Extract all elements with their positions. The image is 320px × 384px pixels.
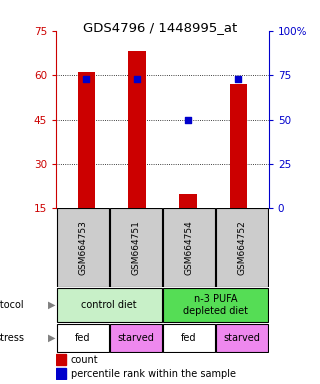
Bar <box>179 194 196 209</box>
Text: GDS4796 / 1448995_at: GDS4796 / 1448995_at <box>83 21 237 34</box>
Point <box>236 76 241 82</box>
Text: control diet: control diet <box>81 300 137 310</box>
Text: ▶: ▶ <box>48 300 55 310</box>
Text: protocol: protocol <box>0 300 24 310</box>
Bar <box>216 209 268 287</box>
Bar <box>110 324 162 352</box>
Bar <box>57 209 109 287</box>
Text: fed: fed <box>75 333 90 343</box>
Bar <box>57 324 109 352</box>
Bar <box>163 288 268 322</box>
Text: GSM664753: GSM664753 <box>78 220 87 275</box>
Text: count: count <box>71 355 99 365</box>
Bar <box>56 368 66 379</box>
Bar <box>128 51 146 209</box>
Point <box>84 76 89 82</box>
Bar <box>56 354 66 365</box>
Bar <box>163 324 215 352</box>
Text: GSM664752: GSM664752 <box>238 220 247 275</box>
Bar <box>163 209 215 287</box>
Bar <box>57 288 162 322</box>
Text: fed: fed <box>181 333 197 343</box>
Bar <box>229 84 247 209</box>
Text: percentile rank within the sample: percentile rank within the sample <box>71 369 236 379</box>
Text: stress: stress <box>0 333 24 343</box>
Text: ▶: ▶ <box>48 333 55 343</box>
Text: n-3 PUFA
depleted diet: n-3 PUFA depleted diet <box>183 295 248 316</box>
Text: GSM664754: GSM664754 <box>185 220 194 275</box>
Bar <box>77 72 95 209</box>
Point <box>185 116 190 122</box>
Bar <box>216 324 268 352</box>
Text: GSM664751: GSM664751 <box>131 220 140 275</box>
Point <box>134 76 140 82</box>
Text: starved: starved <box>224 333 260 343</box>
Bar <box>110 209 162 287</box>
Text: starved: starved <box>117 333 154 343</box>
